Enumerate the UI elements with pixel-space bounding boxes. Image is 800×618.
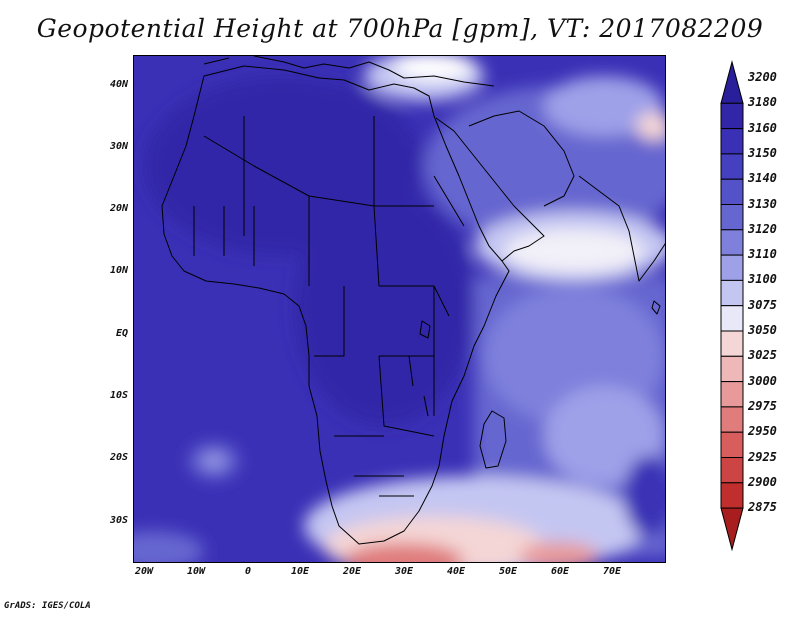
colorbar-level-label: 2950 bbox=[748, 424, 777, 439]
colorbar-swatch bbox=[720, 153, 744, 180]
grads-credit: GrADS: IGES/COLA bbox=[4, 601, 91, 611]
lat-label-30n: 30N bbox=[109, 141, 128, 152]
colorbar-level-label: 2900 bbox=[748, 474, 777, 489]
lon-label-10w: 10W bbox=[186, 566, 206, 577]
colorbar-swatch bbox=[720, 431, 744, 459]
colorbar-swatch bbox=[720, 254, 744, 281]
colorbar-level-label: 3025 bbox=[748, 348, 777, 363]
colorbar-swatch bbox=[720, 355, 744, 383]
colorbar-arrow-top bbox=[720, 60, 744, 104]
lat-label-20n: 20N bbox=[109, 203, 128, 214]
colorbar-level-label: 3050 bbox=[748, 323, 777, 337]
colorbar-level-label: 3120 bbox=[748, 221, 777, 236]
colorbar-swatch bbox=[720, 305, 744, 332]
colorbar-swatch bbox=[720, 178, 744, 205]
lon-label-30e: 30E bbox=[394, 566, 414, 577]
lon-label-10e: 10E bbox=[290, 566, 310, 577]
geopotential-field bbox=[134, 56, 665, 562]
colorbar-level-label: 3140 bbox=[748, 171, 777, 186]
lon-label-60e: 60E bbox=[550, 566, 570, 577]
lat-label-30s: 30S bbox=[109, 515, 128, 526]
map-title: Geopotential Height at 700hPa [gpm], VT:… bbox=[36, 14, 764, 43]
colorbar-swatch bbox=[720, 102, 744, 130]
colorbar-swatch bbox=[720, 457, 744, 484]
colorbar-swatch bbox=[720, 406, 744, 433]
coastlines bbox=[161, 56, 665, 545]
lon-label-50e: 50E bbox=[498, 566, 518, 577]
colorbar-level-label: 2875 bbox=[748, 500, 777, 515]
colorbar bbox=[720, 60, 744, 552]
colorbar-level-label: 3000 bbox=[748, 373, 777, 388]
lon-label-0: 0 bbox=[244, 566, 252, 577]
lon-label-20w: 20W bbox=[134, 566, 154, 577]
colorbar-level-label: 3130 bbox=[748, 196, 777, 211]
colorbar-swatch bbox=[720, 229, 744, 256]
lat-label-40n: 40N bbox=[109, 79, 128, 90]
lat-label-eq: EQ bbox=[115, 328, 128, 339]
colorbar-level-label: 3100 bbox=[748, 272, 777, 287]
colorbar-swatch bbox=[720, 204, 744, 231]
colorbar-swatch bbox=[720, 482, 744, 509]
colorbar-level-label: 3075 bbox=[748, 297, 777, 312]
colorbar-swatch bbox=[720, 279, 744, 307]
colorbar-swatch bbox=[720, 128, 744, 155]
colorbar-swatch bbox=[720, 381, 744, 408]
colorbar-level-label: 3110 bbox=[748, 247, 777, 262]
lat-label-10s: 10S bbox=[109, 390, 128, 401]
map-panel bbox=[133, 55, 666, 563]
colorbar-level-label: 3200 bbox=[748, 70, 777, 84]
colorbar-level-label: 2975 bbox=[748, 398, 777, 413]
lat-label-20s: 20S bbox=[109, 452, 128, 463]
colorbar-level-label: 2925 bbox=[748, 449, 777, 464]
lat-label-10n: 10N bbox=[109, 265, 128, 276]
colorbar-arrow-bottom bbox=[720, 507, 744, 552]
colorbar-swatch bbox=[720, 330, 744, 357]
lon-label-70e: 70E bbox=[602, 566, 622, 577]
colorbar-level-label: 3150 bbox=[748, 145, 777, 160]
lon-label-20e: 20E bbox=[342, 566, 362, 577]
lon-label-40e: 40E bbox=[446, 566, 466, 577]
colorbar-level-label: 3160 bbox=[748, 120, 777, 135]
colorbar-level-label: 3180 bbox=[748, 95, 777, 110]
